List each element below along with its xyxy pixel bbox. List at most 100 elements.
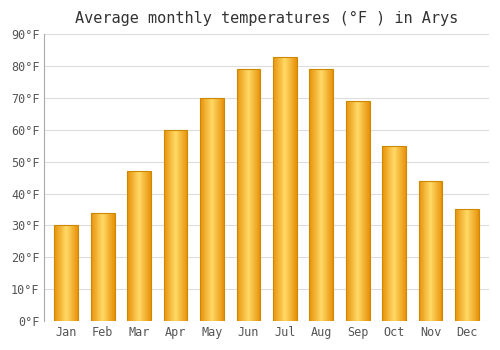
- Bar: [149, 171, 150, 321]
- Bar: [462, 210, 463, 321]
- Bar: [440, 181, 441, 321]
- Bar: [76, 225, 77, 321]
- Bar: [131, 171, 132, 321]
- Bar: [187, 130, 188, 321]
- Bar: [164, 130, 188, 321]
- Bar: [180, 130, 181, 321]
- Bar: [213, 98, 214, 321]
- Bar: [475, 210, 476, 321]
- Bar: [434, 181, 435, 321]
- Bar: [77, 225, 78, 321]
- Bar: [103, 213, 104, 321]
- Bar: [216, 98, 217, 321]
- Bar: [184, 130, 185, 321]
- Bar: [322, 69, 324, 321]
- Bar: [250, 69, 251, 321]
- Bar: [419, 181, 420, 321]
- Bar: [138, 171, 139, 321]
- Bar: [66, 225, 67, 321]
- Bar: [356, 101, 357, 321]
- Title: Average monthly temperatures (°F ) in Arys: Average monthly temperatures (°F ) in Ar…: [75, 11, 458, 26]
- Bar: [56, 225, 57, 321]
- Bar: [69, 225, 70, 321]
- Bar: [237, 69, 238, 321]
- Bar: [166, 130, 167, 321]
- Bar: [273, 57, 296, 321]
- Bar: [102, 213, 103, 321]
- Bar: [104, 213, 105, 321]
- Bar: [249, 69, 250, 321]
- Bar: [346, 101, 347, 321]
- Bar: [236, 69, 260, 321]
- Bar: [278, 57, 279, 321]
- Bar: [455, 210, 456, 321]
- Bar: [59, 225, 60, 321]
- Bar: [64, 225, 65, 321]
- Bar: [397, 146, 398, 321]
- Bar: [274, 57, 275, 321]
- Bar: [321, 69, 322, 321]
- Bar: [365, 101, 366, 321]
- Bar: [241, 69, 242, 321]
- Bar: [393, 146, 394, 321]
- Bar: [369, 101, 370, 321]
- Bar: [359, 101, 360, 321]
- Bar: [200, 98, 201, 321]
- Bar: [238, 69, 239, 321]
- Bar: [311, 69, 312, 321]
- Bar: [296, 57, 297, 321]
- Bar: [211, 98, 212, 321]
- Bar: [142, 171, 143, 321]
- Bar: [147, 171, 148, 321]
- Bar: [129, 171, 130, 321]
- Bar: [291, 57, 292, 321]
- Bar: [218, 98, 219, 321]
- Bar: [360, 101, 361, 321]
- Bar: [92, 213, 93, 321]
- Bar: [96, 213, 97, 321]
- Bar: [353, 101, 354, 321]
- Bar: [204, 98, 205, 321]
- Bar: [182, 130, 183, 321]
- Bar: [139, 171, 140, 321]
- Bar: [355, 101, 356, 321]
- Bar: [133, 171, 134, 321]
- Bar: [456, 210, 457, 321]
- Bar: [239, 69, 240, 321]
- Bar: [181, 130, 182, 321]
- Bar: [174, 130, 175, 321]
- Bar: [472, 210, 473, 321]
- Bar: [332, 69, 333, 321]
- Bar: [183, 130, 184, 321]
- Bar: [290, 57, 291, 321]
- Bar: [171, 130, 172, 321]
- Bar: [236, 69, 237, 321]
- Bar: [107, 213, 108, 321]
- Bar: [247, 69, 248, 321]
- Bar: [326, 69, 327, 321]
- Bar: [457, 210, 458, 321]
- Bar: [430, 181, 431, 321]
- Bar: [286, 57, 287, 321]
- Bar: [402, 146, 403, 321]
- Bar: [132, 171, 133, 321]
- Bar: [419, 181, 420, 321]
- Bar: [111, 213, 112, 321]
- Bar: [473, 210, 474, 321]
- Bar: [113, 213, 114, 321]
- Bar: [217, 98, 218, 321]
- Bar: [141, 171, 142, 321]
- Bar: [387, 146, 388, 321]
- Bar: [112, 213, 113, 321]
- Bar: [177, 130, 178, 321]
- Bar: [459, 210, 460, 321]
- Bar: [277, 57, 278, 321]
- Bar: [91, 213, 114, 321]
- Bar: [251, 69, 252, 321]
- Bar: [242, 69, 243, 321]
- Bar: [245, 69, 246, 321]
- Bar: [421, 181, 422, 321]
- Bar: [364, 101, 365, 321]
- Bar: [393, 146, 394, 321]
- Bar: [106, 213, 107, 321]
